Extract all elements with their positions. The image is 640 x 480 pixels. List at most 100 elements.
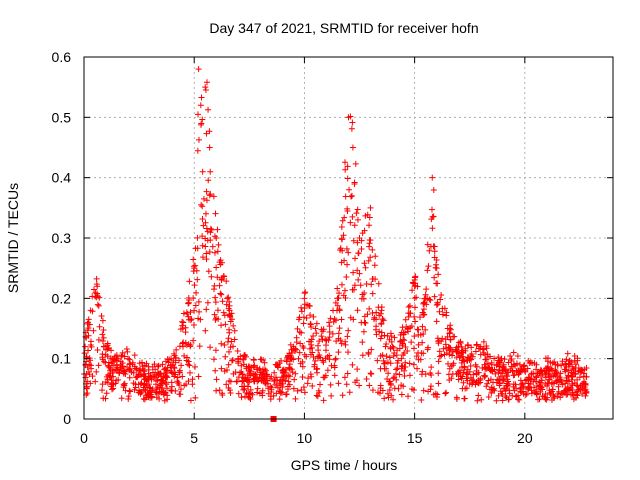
data-point bbox=[87, 307, 94, 314]
data-point bbox=[478, 396, 485, 403]
data-point bbox=[95, 302, 102, 309]
data-point bbox=[354, 239, 361, 246]
data-point bbox=[507, 352, 514, 359]
data-point bbox=[433, 318, 440, 325]
data-point bbox=[343, 381, 350, 388]
data-point bbox=[542, 390, 549, 397]
data-point bbox=[467, 363, 474, 369]
y-tick-labels: 0 0.1 0.2 0.3 0.4 0.5 0.6 bbox=[52, 49, 72, 427]
data-point bbox=[95, 362, 102, 369]
data-point bbox=[543, 370, 550, 377]
data-point bbox=[534, 396, 541, 403]
data-point bbox=[411, 313, 418, 320]
data-point bbox=[173, 346, 180, 353]
data-point bbox=[517, 385, 524, 392]
data-point bbox=[513, 368, 520, 375]
data-point bbox=[162, 374, 169, 381]
data-point bbox=[336, 325, 343, 332]
data-point bbox=[449, 348, 456, 355]
data-point bbox=[429, 174, 436, 181]
data-point bbox=[400, 352, 407, 359]
data-point bbox=[191, 307, 198, 314]
data-point bbox=[480, 349, 487, 356]
data-point bbox=[386, 354, 393, 361]
data-point bbox=[226, 348, 233, 355]
data-point bbox=[355, 250, 362, 257]
data-point bbox=[415, 341, 422, 348]
data-point bbox=[495, 357, 502, 364]
data-point bbox=[507, 365, 514, 372]
data-point bbox=[428, 206, 435, 213]
data-point bbox=[422, 371, 429, 378]
data-point bbox=[555, 388, 562, 395]
data-point bbox=[221, 341, 228, 348]
data-point bbox=[304, 301, 311, 308]
data-point bbox=[357, 282, 364, 289]
grid bbox=[84, 57, 613, 419]
data-point bbox=[154, 369, 161, 376]
data-point bbox=[359, 352, 366, 359]
data-point bbox=[295, 355, 302, 362]
data-point bbox=[446, 329, 453, 336]
data-point bbox=[202, 210, 209, 217]
data-point bbox=[159, 384, 166, 391]
data-point bbox=[379, 387, 386, 394]
data-point bbox=[336, 306, 343, 313]
data-point bbox=[210, 193, 217, 200]
data-point bbox=[431, 274, 438, 281]
data-point bbox=[187, 343, 194, 350]
data-point bbox=[408, 339, 415, 346]
data-point bbox=[301, 295, 308, 302]
data-point bbox=[208, 226, 215, 233]
data-point bbox=[391, 334, 398, 341]
data-point bbox=[113, 366, 120, 373]
data-point bbox=[290, 343, 297, 350]
data-point bbox=[284, 354, 291, 361]
data-point bbox=[119, 349, 126, 356]
data-point bbox=[436, 353, 443, 360]
data-point bbox=[543, 367, 550, 374]
data-point bbox=[460, 356, 467, 363]
data-point bbox=[425, 388, 432, 395]
y-tick-label: 0.6 bbox=[52, 49, 72, 65]
data-point bbox=[459, 385, 466, 392]
data-point bbox=[377, 335, 384, 342]
data-point bbox=[254, 385, 261, 392]
data-point bbox=[99, 387, 106, 394]
data-point bbox=[383, 365, 390, 372]
data-point bbox=[583, 373, 590, 380]
data-point bbox=[108, 386, 115, 393]
data-point bbox=[213, 387, 220, 394]
data-point bbox=[199, 216, 206, 223]
data-point bbox=[344, 175, 351, 182]
data-point bbox=[420, 387, 427, 394]
data-point bbox=[202, 86, 209, 93]
data-point bbox=[512, 393, 519, 400]
data-point bbox=[308, 373, 315, 380]
data-point bbox=[168, 387, 175, 394]
data-point bbox=[174, 374, 181, 381]
data-point bbox=[411, 283, 418, 290]
data-point bbox=[235, 374, 242, 381]
data-point bbox=[391, 374, 398, 381]
data-point bbox=[87, 357, 94, 364]
data-point bbox=[223, 278, 230, 285]
data-point bbox=[316, 338, 323, 345]
data-point bbox=[302, 289, 309, 296]
data-point bbox=[472, 348, 479, 355]
data-point bbox=[422, 295, 429, 302]
data-point bbox=[137, 389, 144, 396]
data-point bbox=[315, 347, 322, 354]
data-point bbox=[338, 316, 345, 323]
data-point bbox=[126, 387, 133, 394]
data-point bbox=[224, 295, 231, 302]
data-point bbox=[326, 323, 333, 330]
data-point bbox=[460, 379, 467, 386]
data-point bbox=[565, 378, 572, 385]
data-point bbox=[253, 366, 260, 373]
data-point bbox=[536, 379, 543, 386]
data-point bbox=[240, 386, 247, 393]
data-point bbox=[192, 394, 199, 401]
data-point bbox=[420, 306, 427, 313]
data-point bbox=[190, 322, 197, 329]
